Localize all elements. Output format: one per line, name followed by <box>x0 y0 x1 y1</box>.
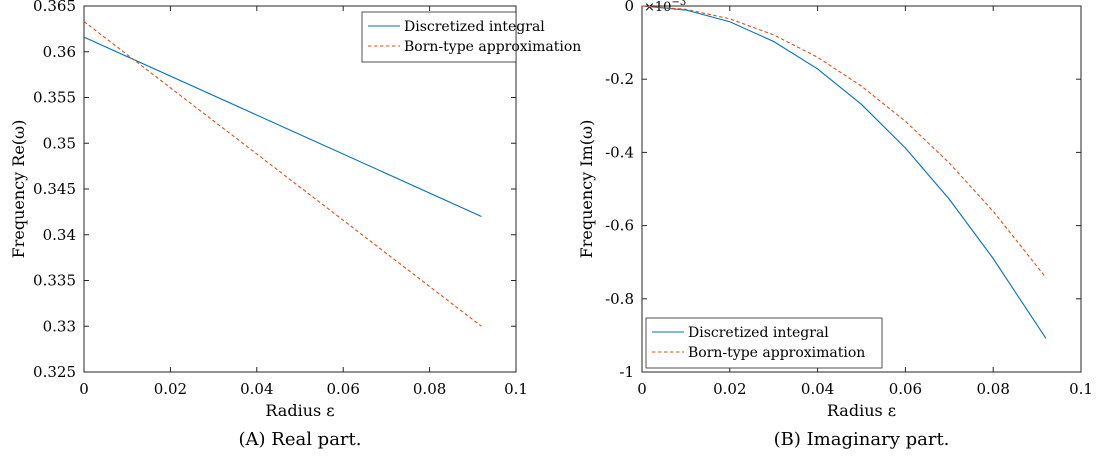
y-tick-label: 0.335 <box>33 272 76 290</box>
y-tick-label: -0.6 <box>605 217 634 235</box>
y-tick-label: -0.8 <box>605 290 634 308</box>
y-tick-label: 0.36 <box>43 43 76 61</box>
series-line-discretized-integral <box>641 5 1047 339</box>
x-tick-label: 0.02 <box>154 380 187 398</box>
x-tick-label: 0.06 <box>889 380 922 398</box>
plot-area-frame <box>641 5 1082 373</box>
y-tick-label: -1 <box>619 363 634 381</box>
x-tick-label: 0.08 <box>976 380 1009 398</box>
legend-box <box>361 11 517 63</box>
x-tick-label: 0 <box>637 380 647 398</box>
x-tick-label: 0.02 <box>713 380 746 398</box>
y-tick-label: -0.2 <box>605 70 634 88</box>
legend-entry: Discretized integral <box>404 19 545 35</box>
x-axis-label: Radius ε <box>265 401 334 420</box>
x-tick-label: 0 <box>79 380 89 398</box>
figure-caption: (A) Real part. <box>239 429 362 450</box>
y-tick-label: -0.4 <box>605 143 634 161</box>
x-tick-label: 0.04 <box>240 380 273 398</box>
y-tick-label: 0.33 <box>43 317 76 335</box>
series-line-born-type-approximation <box>641 5 1047 278</box>
y-axis-label: Frequency Re(ω) <box>9 120 28 259</box>
x-axis-label: Radius ε <box>827 401 896 420</box>
series-line-born-type-approximation <box>83 21 482 327</box>
y-tick-label: 0.325 <box>33 363 76 381</box>
y-tick-label: 0.355 <box>33 89 76 107</box>
figure-caption: (B) Imaginary part. <box>774 429 950 450</box>
y-tick-label: 0 <box>624 0 634 15</box>
y-tick-label: 0.365 <box>33 0 76 15</box>
x-tick-label: 0.1 <box>1069 380 1093 398</box>
panel-real-part: 0 0.02 0.04 0.06 0.08 0.1 0.325 0.33 0.335 0.34 0.… <box>9 0 581 450</box>
legend-box <box>645 317 883 369</box>
x-tick-label: 0.1 <box>504 380 528 398</box>
panel-imaginary-part: 0 0.02 0.04 0.06 0.08 0.1 -1 -0.8 -0.6 -0.4 -0.2 0 ×… <box>577 0 1093 450</box>
legend-entry: Born-type approximation <box>404 39 581 55</box>
series-line-discretized-integral <box>83 36 482 217</box>
legend-entry: Born-type approximation <box>688 345 865 361</box>
x-tick-label: 0.08 <box>413 380 446 398</box>
legend-entry: Discretized integral <box>688 325 829 341</box>
y-tick-label: 0.345 <box>33 180 76 198</box>
y-tick-label: 0.35 <box>43 134 76 152</box>
y-tick-label: 0.34 <box>43 226 76 244</box>
y-exponent-label: ×10−3 <box>644 0 686 15</box>
y-axis-label: Frequency Im(ω) <box>577 120 596 259</box>
exponent-power: −3 <box>671 0 686 8</box>
x-tick-label: 0.04 <box>801 380 834 398</box>
x-tick-label: 0.06 <box>326 380 359 398</box>
